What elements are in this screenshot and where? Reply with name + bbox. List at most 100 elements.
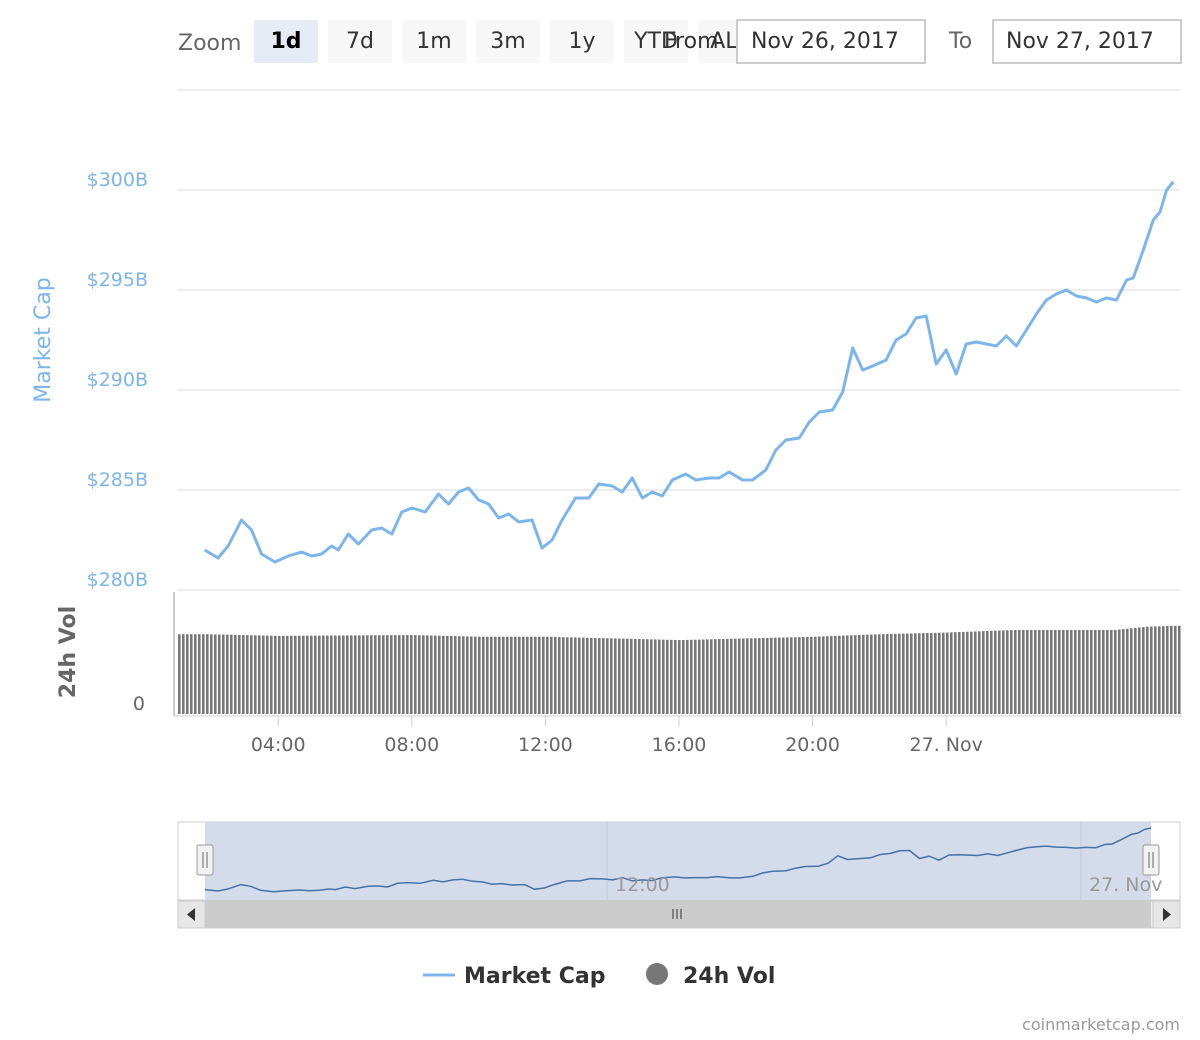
volume-bar [674,639,677,714]
volume-bar [1054,630,1057,714]
volume-bar [1030,630,1033,714]
volume-bar [862,634,865,714]
volume-bar [366,635,369,714]
y-tick-label: $290B [87,369,148,391]
volume-bar [554,636,557,714]
volume-bar [770,637,773,714]
navigator-selection[interactable] [205,822,1151,900]
volume-bar [726,638,729,714]
volume-bar [546,636,549,714]
volume-bar [310,635,313,714]
volume-bar [1094,630,1097,714]
volume-bar [1130,628,1133,714]
volume-bar [318,635,321,714]
volume-bar [1070,630,1073,714]
volume-bar [642,639,645,714]
volume-bar [442,635,445,714]
volume-bar [1002,630,1005,714]
navigator-handle-right[interactable] [1142,844,1160,876]
y-tick-label: $295B [87,269,148,291]
volume-bar [854,635,857,714]
volume-bar [298,635,301,714]
volume-bar [234,634,237,714]
zoom-button-1d[interactable]: 1d [254,20,318,63]
y-axis-ticks: $280B $285B $290B $295B $300B [87,169,148,591]
volume-bar [458,636,461,714]
volume-bar [738,638,741,714]
volume-bar [978,631,981,714]
scroll-left-arrow-icon[interactable] [177,900,206,929]
volume-bar [990,630,993,714]
volume-bar [834,635,837,714]
volume-bar [786,637,789,714]
from-label: From [664,29,719,54]
volume-bar [702,639,705,714]
volume-bar [1170,625,1173,714]
volume-bar [246,635,249,714]
volume-bar [338,635,341,714]
volume-bar [242,635,245,714]
volume-bar [1022,630,1025,714]
volume-bar [842,635,845,714]
volume-bar [638,639,641,714]
zoom-button-7d[interactable]: 7d [328,20,392,63]
volume-bar [962,631,965,714]
scrollbar[interactable] [177,900,1181,929]
volume-bar [198,634,201,714]
market-cap-line[interactable] [203,181,1175,564]
scrollbar-grip-icon [672,909,682,919]
volume-bar [1082,630,1085,714]
volume-bar [866,634,869,714]
navigator[interactable]: 12:00 27. Nov [177,821,1181,901]
to-date-input[interactable]: Nov 27, 2017 [992,19,1182,64]
volume-bar [250,635,253,714]
zoom-button-ytd[interactable]: YTD [624,20,688,63]
volume-bar [1006,630,1009,714]
credits-link[interactable]: coinmarketcap.com [1022,1015,1180,1034]
volume-bar [1026,630,1029,714]
range-selector: Zoom 1d 7d 1m 3m 1y YTD ALL From Nov 26, 2017 … [178,19,1182,64]
x-tick-label: 08:00 [384,734,439,756]
volume-bar [906,633,909,714]
zoom-button-1m[interactable]: 1m [402,20,466,63]
navigator-handle-left[interactable] [196,844,214,876]
volume-bar [850,635,853,714]
zoom-button-3m[interactable]: 3m [476,20,540,63]
volume-bar [882,634,885,714]
volume-bar [818,636,821,714]
volume-bar [810,636,813,714]
volume-bar [622,638,625,714]
volume-bar [562,637,565,714]
y-tick-label: $285B [87,469,148,491]
volume-bar [1114,629,1117,714]
volume-bar [490,636,493,714]
scrollbar-thumb[interactable] [205,901,1151,928]
volume-bar [734,638,737,714]
volume-bar [558,637,561,714]
volume-bar [498,636,501,714]
volume-bar [190,634,193,714]
legend-label-market-cap: Market Cap [464,964,605,989]
volume-bar [226,634,229,714]
zoom-button-label: YTD [633,29,678,54]
legend-item-volume[interactable]: 24h Vol [646,963,775,989]
zoom-button-1y[interactable]: 1y [550,20,614,63]
from-date-input[interactable]: From Nov 26, 2017 [664,19,926,64]
volume-bar [630,638,633,714]
volume-bar [970,631,973,714]
volume-bar [914,633,917,714]
volume-bar [406,635,409,714]
volume-bar [1034,630,1037,714]
volume-bar [894,633,897,714]
volume-bar [790,637,793,714]
navigator-tick-label: 27. Nov [1089,874,1162,896]
volume-bar [758,638,761,714]
legend-item-market-cap[interactable]: Market Cap [423,964,605,989]
volume-bar [590,637,593,714]
volume-bar [742,638,745,714]
volume-bar [346,635,349,714]
volume-bar [710,639,713,714]
volume-bar [258,635,261,714]
volume-bar [218,634,221,714]
scroll-right-arrow-icon[interactable] [1152,900,1181,929]
